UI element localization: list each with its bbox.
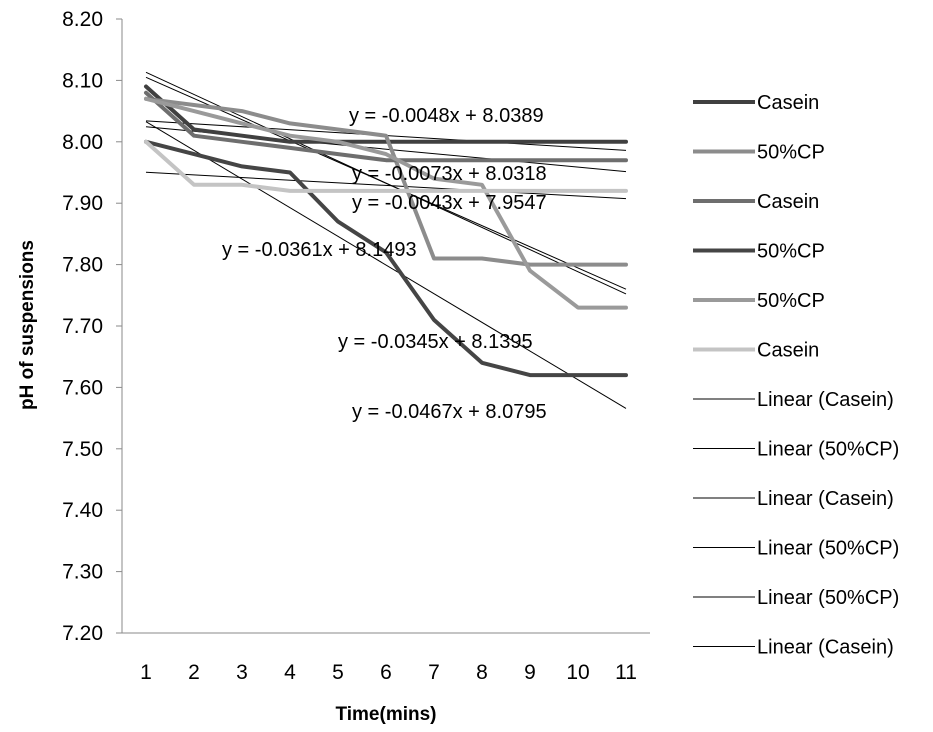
legend-label: 50%CP	[757, 241, 825, 263]
x-axis-title: Time(mins)	[335, 704, 436, 725]
legend-label: 50%CP	[757, 142, 825, 164]
y-tick-label: 7.70	[62, 315, 103, 338]
trendline-equation: y = -0.0043x + 7.9547	[352, 192, 547, 214]
x-tick-label: 7	[428, 661, 440, 684]
x-tick-label: 5	[332, 661, 344, 684]
trendline-equation: y = -0.0345x + 8.1395	[338, 331, 533, 353]
y-tick-label: 7.20	[62, 622, 103, 645]
axes: 8.20 8.10 8.00 7.90 7.80 7.70 7.60 7.50 7.40 7.30…	[62, 8, 650, 684]
legend-label: Linear (Casein)	[757, 389, 894, 411]
x-tick-label: 6	[380, 661, 392, 684]
legend: Casein 50%CP Casein 50%CP 50%CP Casein Linear …	[693, 92, 899, 659]
x-tick-label: 8	[476, 661, 488, 684]
legend-label: Linear (50%CP)	[757, 587, 899, 609]
series-line-2	[144, 96, 628, 267]
trendline-4	[145, 121, 627, 409]
y-tick-label: 7.30	[62, 561, 103, 584]
x-tick-label: 4	[284, 661, 296, 684]
trendline-equations: y = -0.0048x + 8.0389 y = -0.0345x + 8.13…	[222, 105, 547, 423]
trendline-equation: y = -0.0048x + 8.0389	[349, 105, 544, 127]
y-tick-label: 7.50	[62, 438, 103, 461]
legend-label: Linear (50%CP)	[757, 439, 899, 461]
x-tick-label: 3	[236, 661, 248, 684]
legend-label: Linear (50%CP)	[757, 538, 899, 560]
series-line-1	[144, 84, 628, 144]
trendline-equation: y = -0.0467x + 8.0795	[352, 401, 547, 423]
series-line-6	[144, 139, 628, 193]
y-tick-label: 8.00	[62, 131, 103, 154]
trendline-equation: y = -0.0073x + 8.0318	[352, 163, 547, 185]
y-tick-label: 8.10	[62, 69, 103, 92]
legend-label: Casein	[757, 191, 819, 213]
trendline-equation: y = -0.0361x + 8.1493	[222, 239, 417, 261]
x-tick-label: 9	[524, 661, 536, 684]
legend-label: Linear (Casein)	[757, 488, 894, 510]
series-line-4	[144, 139, 628, 378]
trendline-6	[145, 171, 627, 200]
legend-label: Linear (Casein)	[757, 637, 894, 659]
y-tick-label: 7.60	[62, 376, 103, 399]
y-axis-title: pH of suspensions	[17, 240, 38, 410]
series-line-5	[144, 96, 628, 310]
y-tick-label: 7.80	[62, 254, 103, 277]
x-tick-label: 10	[566, 661, 589, 684]
legend-label: 50%CP	[757, 290, 825, 312]
legend-label: Casein	[757, 92, 819, 114]
y-tick-label: 7.40	[62, 499, 103, 522]
series-line-3	[144, 90, 628, 163]
x-tick-label: 11	[615, 661, 637, 684]
x-tick-label: 1	[140, 661, 152, 684]
y-tick-label: 7.90	[62, 192, 103, 215]
series-lines	[144, 84, 628, 378]
x-tick-label: 2	[188, 661, 200, 684]
legend-label: Casein	[757, 340, 819, 362]
y-tick-label: 8.20	[62, 8, 103, 31]
